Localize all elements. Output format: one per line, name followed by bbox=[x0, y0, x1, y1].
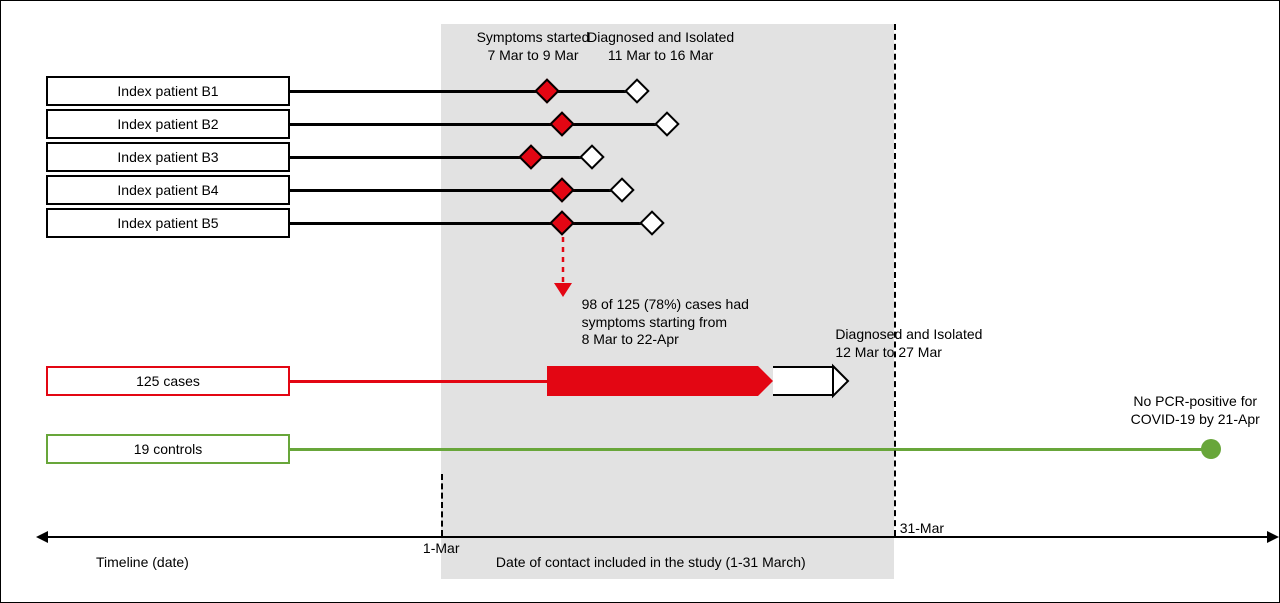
timeline-axis bbox=[46, 536, 1269, 538]
cases-band-arrow bbox=[547, 366, 851, 396]
text: 7 Mar to 9 Mar bbox=[487, 47, 578, 63]
text: Timeline (date) bbox=[96, 554, 189, 570]
text: No PCR-positive for bbox=[1133, 393, 1257, 409]
text: COVID-19 by 21-Apr bbox=[1131, 411, 1260, 427]
text: Date of contact included in the study (1… bbox=[496, 554, 806, 570]
controls-line bbox=[290, 448, 1211, 451]
text: 12 Mar to 27 Mar bbox=[835, 344, 942, 360]
index-patient-box: Index patient B3 bbox=[46, 142, 290, 172]
controls-box: 19 controls bbox=[46, 434, 290, 464]
cases-white-body bbox=[773, 366, 833, 396]
label-cases-diagnosed: Diagnosed and Isolated 12 Mar to 27 Mar bbox=[835, 326, 982, 361]
index-patient-line bbox=[290, 90, 637, 93]
label-31mar: 31-Mar bbox=[900, 520, 944, 536]
index-patient-box: Index patient B5 bbox=[46, 208, 290, 238]
index-patient-line bbox=[290, 156, 592, 159]
label-cases-mid: 98 of 125 (78%) cases had symptoms start… bbox=[582, 296, 749, 349]
index-patient-line bbox=[290, 222, 652, 225]
index-patient-box: Index patient B2 bbox=[46, 109, 290, 139]
text: 125 cases bbox=[136, 373, 200, 389]
text: Index patient B4 bbox=[117, 182, 218, 198]
text: Index patient B5 bbox=[117, 215, 218, 231]
controls-end-dot bbox=[1201, 439, 1221, 459]
text: 31-Mar bbox=[900, 520, 944, 536]
cases-connector-line bbox=[290, 380, 547, 383]
text: 19 controls bbox=[134, 441, 202, 457]
diagram-canvas: Symptoms started 7 Mar to 9 Mar Diagnose… bbox=[0, 0, 1280, 603]
cases-box: 125 cases bbox=[46, 366, 290, 396]
cases-white-head bbox=[833, 366, 850, 396]
text: 8 Mar to 22-Apr bbox=[582, 331, 679, 347]
dashed-line-31mar bbox=[894, 24, 896, 536]
text: Index patient B3 bbox=[117, 149, 218, 165]
index-patient-line bbox=[290, 123, 667, 126]
label-1mar: 1-Mar bbox=[423, 540, 460, 556]
label-diagnosed: Diagnosed and Isolated 11 Mar to 16 Mar bbox=[587, 29, 734, 64]
text: symptoms starting from bbox=[582, 314, 727, 330]
text: 98 of 125 (78%) cases had bbox=[582, 296, 749, 312]
index-patient-box: Index patient B4 bbox=[46, 175, 290, 205]
cases-red-body bbox=[547, 366, 758, 396]
text: Diagnosed and Isolated bbox=[835, 326, 982, 342]
text: 11 Mar to 16 Mar bbox=[608, 47, 714, 63]
text: Diagnosed and Isolated bbox=[587, 29, 734, 45]
index-patient-box: Index patient B1 bbox=[46, 76, 290, 106]
label-study-period: Date of contact included in the study (1… bbox=[496, 554, 806, 570]
label-timeline: Timeline (date) bbox=[96, 554, 189, 570]
text: Symptoms started bbox=[477, 29, 590, 45]
cases-red-head bbox=[758, 366, 773, 396]
dashed-line-1mar bbox=[441, 474, 443, 536]
text: 1-Mar bbox=[423, 540, 460, 556]
text: Index patient B1 bbox=[117, 83, 218, 99]
red-dashed-arrow bbox=[562, 237, 563, 295]
label-symptoms: Symptoms started 7 Mar to 9 Mar bbox=[477, 29, 590, 64]
label-controls-end: No PCR-positive for COVID-19 by 21-Apr bbox=[1131, 393, 1260, 428]
text: Index patient B2 bbox=[117, 116, 218, 132]
